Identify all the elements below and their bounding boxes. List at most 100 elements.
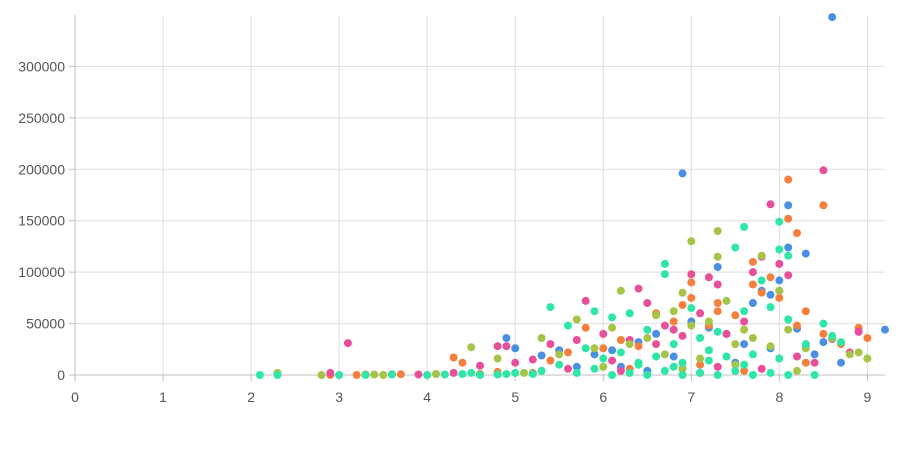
- data-point: [863, 334, 872, 342]
- data-point: [511, 358, 520, 367]
- data-point: [608, 346, 617, 355]
- data-point: [511, 344, 520, 353]
- x-tick-label: 4: [423, 389, 431, 405]
- data-point: [660, 270, 669, 279]
- data-point: [713, 362, 722, 371]
- x-tick-label: 9: [863, 389, 871, 405]
- x-tick-label: 6: [599, 389, 607, 405]
- data-point: [564, 348, 572, 357]
- data-point: [687, 321, 696, 330]
- data-point: [678, 288, 687, 297]
- data-point: [616, 348, 625, 357]
- data-point: [616, 336, 625, 344]
- data-point: [669, 307, 678, 316]
- data-point: [740, 340, 749, 349]
- data-point: [669, 352, 678, 361]
- data-point: [458, 358, 467, 367]
- data-point: [740, 360, 749, 369]
- data-point: [722, 352, 731, 361]
- data-point: [784, 201, 793, 210]
- data-point: [757, 276, 766, 285]
- data-point: [748, 268, 757, 277]
- data-point: [564, 364, 572, 373]
- data-point: [837, 338, 845, 347]
- data-point: [528, 370, 537, 378]
- y-tick-label: 0: [57, 367, 65, 383]
- data-point: [643, 325, 652, 334]
- data-point: [669, 317, 678, 326]
- data-point: [784, 315, 793, 324]
- data-point: [493, 370, 502, 379]
- data-point: [608, 371, 617, 379]
- data-point: [643, 299, 652, 307]
- data-point: [660, 350, 669, 359]
- x-tick-label: 8: [775, 389, 783, 405]
- data-point: [881, 325, 889, 334]
- data-point: [731, 243, 740, 252]
- data-point: [652, 311, 661, 320]
- data-point: [449, 368, 458, 377]
- data-point: [546, 356, 555, 365]
- data-point: [704, 356, 713, 365]
- data-point: [652, 352, 661, 361]
- data-point: [775, 217, 784, 226]
- data-point: [599, 362, 608, 371]
- data-point: [537, 334, 546, 342]
- y-tick-label: 150000: [18, 213, 65, 229]
- data-point: [784, 214, 793, 223]
- data-point: [810, 358, 819, 367]
- data-point: [396, 370, 405, 379]
- data-point: [722, 296, 731, 305]
- data-point: [493, 354, 502, 363]
- data-point: [775, 259, 784, 268]
- data-point: [678, 364, 687, 373]
- data-point: [678, 331, 687, 340]
- data-point: [793, 229, 801, 238]
- data-point: [502, 370, 511, 378]
- data-point: [740, 366, 749, 375]
- data-point: [361, 371, 370, 379]
- data-point: [845, 350, 854, 359]
- data-point: [660, 321, 669, 330]
- data-point: [748, 299, 757, 307]
- data-point: [625, 309, 634, 318]
- data-point: [660, 366, 669, 375]
- data-point: [572, 336, 581, 344]
- data-point: [713, 263, 722, 271]
- data-point: [546, 340, 555, 349]
- data-point: [502, 342, 511, 351]
- data-point: [757, 288, 766, 297]
- data-point: [784, 251, 793, 260]
- data-point: [766, 290, 775, 299]
- data-point: [678, 169, 687, 178]
- data-point: [713, 227, 722, 235]
- data-point: [784, 271, 793, 280]
- series-5: [255, 217, 845, 379]
- data-point: [625, 340, 634, 349]
- data-point: [590, 344, 599, 353]
- data-point: [696, 354, 705, 363]
- data-point: [423, 371, 432, 379]
- data-point: [748, 371, 757, 379]
- data-point: [581, 323, 590, 332]
- data-point: [731, 360, 740, 369]
- data-point: [326, 368, 335, 377]
- data-point: [837, 358, 845, 367]
- data-point: [828, 331, 837, 340]
- data-point: [863, 354, 872, 363]
- data-point: [748, 334, 757, 342]
- x-tick-label: 7: [687, 389, 695, 405]
- data-point: [432, 370, 440, 378]
- data-point: [502, 334, 511, 342]
- data-point: [669, 325, 678, 334]
- data-point: [643, 334, 652, 342]
- data-point: [572, 315, 581, 324]
- data-point: [687, 270, 696, 279]
- data-point: [687, 237, 696, 246]
- data-point: [370, 370, 379, 379]
- data-point: [784, 243, 793, 252]
- data-point: [343, 339, 352, 348]
- data-point: [766, 273, 775, 282]
- data-point: [581, 344, 590, 353]
